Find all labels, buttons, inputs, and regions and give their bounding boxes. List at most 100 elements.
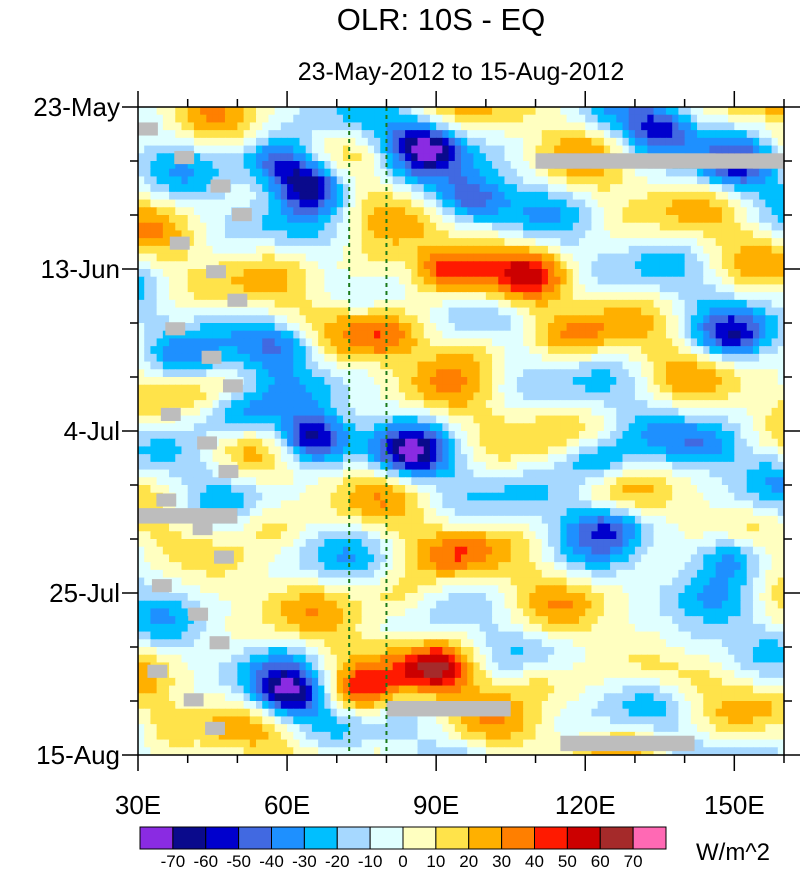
field-cell xyxy=(280,222,288,232)
field-cell xyxy=(678,215,686,224)
field-cell xyxy=(268,199,276,208)
field-cell xyxy=(634,415,642,424)
field-cell xyxy=(206,161,214,170)
field-cell xyxy=(771,431,779,440)
field-cell xyxy=(280,407,288,417)
field-cell xyxy=(591,423,599,432)
field-cell xyxy=(243,199,251,208)
field-cell xyxy=(603,137,611,147)
field-cell xyxy=(429,438,437,448)
field-cell xyxy=(597,454,605,463)
field-cell xyxy=(299,423,307,432)
field-cell xyxy=(150,384,158,394)
field-cell xyxy=(541,330,549,340)
field-cell xyxy=(336,384,344,394)
field-cell xyxy=(659,369,667,378)
field-cell xyxy=(616,145,624,154)
field-cell xyxy=(429,130,437,139)
field-cell xyxy=(529,299,537,309)
field-cell xyxy=(206,199,214,208)
field-cell xyxy=(162,353,170,363)
field-cell xyxy=(461,284,468,293)
field-cell xyxy=(162,315,170,324)
field-cell xyxy=(392,184,400,193)
field-cell xyxy=(342,454,350,463)
field-cell xyxy=(138,361,145,370)
field-cell xyxy=(212,407,220,417)
field-cell xyxy=(603,307,611,316)
field-cell xyxy=(665,137,673,147)
field-cell xyxy=(473,353,481,363)
field-cell xyxy=(181,315,189,324)
field-cell xyxy=(628,176,636,185)
field-cell xyxy=(454,346,462,355)
field-cell xyxy=(461,238,468,247)
field-cell xyxy=(516,400,524,409)
field-cell xyxy=(467,269,475,278)
field-cell xyxy=(752,438,760,448)
field-cell xyxy=(703,284,711,293)
field-cell xyxy=(690,207,698,216)
field-cell xyxy=(510,384,518,394)
field-cell xyxy=(411,315,419,324)
field-cell xyxy=(442,153,450,162)
field-cell xyxy=(454,253,462,262)
field-cell xyxy=(374,161,381,170)
field-cell xyxy=(535,361,543,370)
field-cell xyxy=(144,207,152,216)
field-cell xyxy=(498,130,506,139)
field-cell xyxy=(492,407,499,417)
field-cell xyxy=(554,207,561,216)
field-cell xyxy=(262,122,270,131)
field-cell xyxy=(150,207,158,216)
field-cell xyxy=(156,338,164,347)
field-cell xyxy=(361,407,369,417)
field-cell xyxy=(311,269,319,278)
field-cell xyxy=(162,253,170,262)
field-cell xyxy=(597,423,605,432)
field-cell xyxy=(585,292,593,301)
field-cell xyxy=(429,454,437,463)
field-cell xyxy=(616,315,624,324)
field-cell xyxy=(765,176,773,185)
field-cell xyxy=(144,431,152,440)
field-cell xyxy=(293,191,301,201)
field-cell xyxy=(610,168,617,178)
field-cell xyxy=(342,191,350,201)
field-cell xyxy=(417,292,425,301)
field-cell xyxy=(684,384,692,394)
field-cell xyxy=(628,330,636,340)
field-cell xyxy=(771,353,779,363)
field-cell xyxy=(510,299,518,309)
field-cell xyxy=(144,176,152,185)
field-cell xyxy=(684,253,692,262)
field-cell xyxy=(417,207,425,216)
field-cell xyxy=(759,114,766,124)
field-cell xyxy=(336,307,344,316)
field-cell xyxy=(318,392,325,401)
field-cell xyxy=(759,245,766,255)
field-cell xyxy=(572,238,580,247)
field-cell xyxy=(467,284,475,293)
field-cell xyxy=(728,269,735,278)
field-cell xyxy=(728,307,735,316)
field-cell xyxy=(405,130,412,139)
field-cell xyxy=(181,307,189,316)
field-cell xyxy=(721,176,729,185)
field-cell xyxy=(510,168,518,178)
field-cell xyxy=(454,130,462,139)
field-cell xyxy=(461,446,468,455)
field-cell xyxy=(274,176,282,185)
field-cell xyxy=(541,184,549,193)
field-cell xyxy=(405,145,412,154)
field-cell xyxy=(293,454,301,463)
field-cell xyxy=(169,199,176,208)
field-cell xyxy=(293,369,301,378)
field-cell xyxy=(169,446,176,455)
field-cell xyxy=(342,269,350,278)
field-cell xyxy=(193,168,201,178)
field-cell xyxy=(597,346,605,355)
field-cell xyxy=(516,145,524,154)
field-cell xyxy=(672,184,679,193)
field-cell xyxy=(398,207,406,216)
